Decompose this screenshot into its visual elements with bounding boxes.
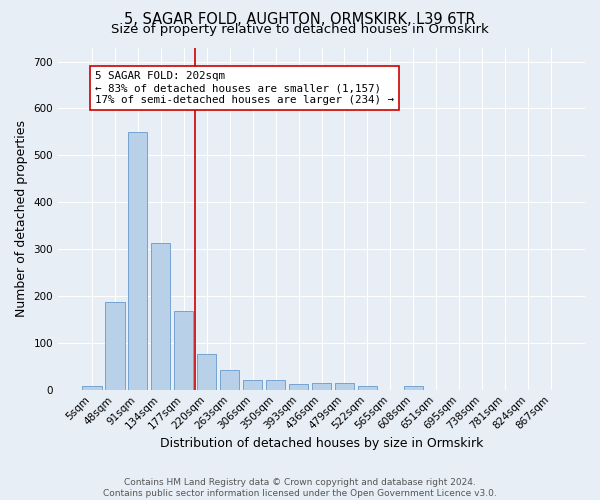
Bar [220, 370, 239, 390]
Text: Contains HM Land Registry data © Crown copyright and database right 2024.
Contai: Contains HM Land Registry data © Crown c… [103, 478, 497, 498]
X-axis label: Distribution of detached houses by size in Ormskirk: Distribution of detached houses by size … [160, 437, 483, 450]
Bar [174, 311, 193, 390]
Bar [358, 386, 377, 390]
Bar [243, 380, 262, 390]
Bar [82, 386, 101, 390]
Text: 5 SAGAR FOLD: 202sqm
← 83% of detached houses are smaller (1,157)
17% of semi-de: 5 SAGAR FOLD: 202sqm ← 83% of detached h… [95, 72, 394, 104]
Y-axis label: Number of detached properties: Number of detached properties [15, 120, 28, 317]
Bar [312, 383, 331, 390]
Bar [266, 380, 286, 390]
Text: 5, SAGAR FOLD, AUGHTON, ORMSKIRK, L39 6TR: 5, SAGAR FOLD, AUGHTON, ORMSKIRK, L39 6T… [124, 12, 476, 28]
Bar [128, 132, 148, 390]
Bar [197, 354, 217, 390]
Bar [105, 302, 125, 390]
Bar [151, 242, 170, 390]
Bar [335, 383, 354, 390]
Text: Size of property relative to detached houses in Ormskirk: Size of property relative to detached ho… [111, 22, 489, 36]
Bar [289, 384, 308, 390]
Bar [404, 386, 423, 390]
